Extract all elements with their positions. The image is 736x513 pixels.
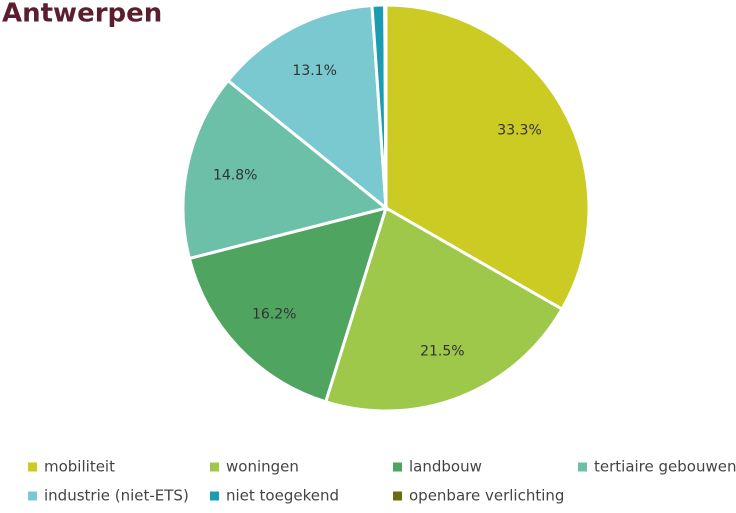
legend-label: niet toegekend — [226, 487, 339, 505]
pie-slice — [187, 205, 389, 404]
legend-swatch — [210, 462, 219, 472]
legend-swatch — [28, 491, 37, 501]
legend-label: woningen — [226, 458, 299, 476]
data-label: 16.2% — [252, 306, 296, 322]
legend-swatch — [578, 462, 587, 472]
chart-title: Antwerpen — [2, 0, 162, 29]
data-label: 14.8% — [213, 167, 257, 183]
legend-swatch — [28, 462, 37, 472]
legend-swatch — [393, 491, 402, 501]
legend-label: mobiliteit — [44, 458, 115, 476]
legend-label: tertiaire gebouwen — [594, 458, 736, 476]
pie-slice — [181, 78, 390, 261]
legend-label: openbare verlichting — [409, 487, 564, 505]
pie-slice — [323, 205, 565, 413]
legend-swatch — [393, 462, 402, 472]
data-label: 21.5% — [420, 344, 464, 360]
pie-slice — [225, 3, 388, 212]
legend-label: landbouw — [409, 458, 482, 476]
data-label: 33.3% — [497, 123, 541, 139]
pie-slice — [384, 3, 591, 312]
pie-slice — [383, 3, 388, 209]
legend-swatch — [210, 491, 219, 501]
data-label: 13.1% — [292, 63, 336, 79]
legend-label: industrie (niet-ETS) — [44, 487, 189, 505]
